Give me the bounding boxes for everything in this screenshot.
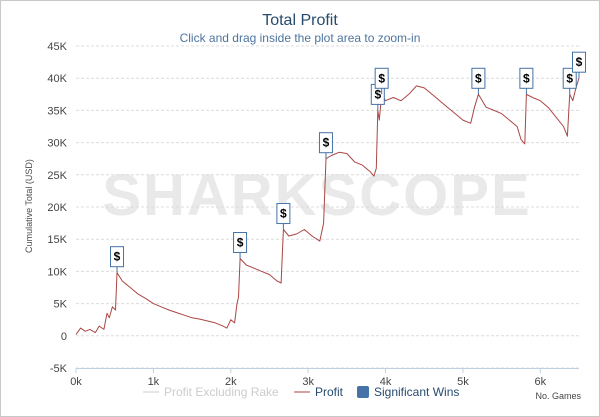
flag-box <box>233 232 248 254</box>
y-tick-label: 40K <box>47 73 67 85</box>
significant-win-flag[interactable]: $ <box>110 246 125 273</box>
y-tick-label: 10K <box>47 266 67 278</box>
legend[interactable]: Profit Excluding Rake Profit Significant W… <box>143 385 459 399</box>
flag-box <box>374 67 389 89</box>
flag-box <box>519 67 534 89</box>
legend-label: Profit Excluding Rake <box>164 385 279 399</box>
significant-win-flag[interactable]: $ <box>374 67 389 95</box>
watermark: SHARKSCOPE <box>102 163 531 228</box>
y-tick-label: 5K <box>54 299 68 311</box>
flag-box <box>276 203 291 225</box>
flag-box <box>471 67 486 89</box>
significant-win-flag[interactable]: $ <box>562 67 577 95</box>
series-area[interactable] <box>75 78 580 335</box>
y-tick-label: 35K <box>47 105 67 117</box>
flag-box <box>572 51 586 73</box>
significant-win-flag[interactable]: $ <box>233 232 248 259</box>
flag-label: $ <box>280 207 287 221</box>
axes: -5K 0 5K 10K 15K 20K 25K 30K 35K 40K 45K 0k 1k 2k 3k 4k… <box>47 41 579 388</box>
significant-win-flag[interactable]: $ <box>276 203 291 230</box>
chart-title: Total Profit <box>262 12 338 29</box>
y-tick-label: 15K <box>47 234 67 246</box>
flag-box <box>562 67 577 89</box>
x-tick-label: 6k <box>534 376 546 388</box>
flag-label: $ <box>323 136 330 150</box>
y-tick-label: 20K <box>47 202 67 214</box>
x-tick-label: 2k <box>225 376 237 388</box>
flag-label: $ <box>374 87 381 101</box>
series-line-profit[interactable] <box>75 78 580 335</box>
significant-win-flag[interactable]: $ <box>471 67 486 95</box>
y-tick-label: -5K <box>50 363 68 375</box>
significant-win-flag[interactable]: $ <box>370 83 385 111</box>
y-tick-label: 0 <box>61 331 67 343</box>
x-tick-label: 5k <box>457 376 469 388</box>
legend-label: Profit <box>315 385 344 399</box>
grid <box>76 45 579 369</box>
flag-label: $ <box>523 71 530 85</box>
flag-label: $ <box>237 236 244 250</box>
y-tick-label: 30K <box>47 138 67 150</box>
y-tick-label: 25K <box>47 170 67 182</box>
flag-label: $ <box>475 71 482 85</box>
flag-label: $ <box>378 71 385 85</box>
legend-label: Significant Wins <box>374 385 459 399</box>
flag-label: $ <box>576 55 583 69</box>
x-axis-title: No. Games <box>535 391 581 401</box>
legend-item[interactable]: Profit <box>294 385 344 399</box>
flag-box <box>110 246 125 268</box>
legend-item[interactable]: Significant Wins <box>357 385 459 399</box>
y-tick-label: 45K <box>47 41 67 53</box>
chart-subtitle: Click and drag inside the plot area to z… <box>180 31 421 45</box>
legend-symbol-square <box>357 386 369 398</box>
x-tick-label: 0k <box>70 376 82 388</box>
legend-item[interactable]: Profit Excluding Rake <box>143 385 279 399</box>
y-axis-title: Cumulative Total (USD) <box>24 159 34 253</box>
significant-win-flag[interactable]: $ <box>318 132 333 159</box>
x-tick-label: 1k <box>148 376 160 388</box>
significant-wins-flags[interactable]: $$$$$$ $ $ $$ <box>110 51 586 273</box>
significant-win-flag[interactable]: $ <box>519 67 534 95</box>
flag-box <box>318 132 333 154</box>
watermark-text: SHARKSCOPE <box>102 163 531 228</box>
x-tick-label: 4k <box>380 376 392 388</box>
flag-label: $ <box>114 250 121 264</box>
significant-win-flag[interactable]: $ <box>572 51 586 79</box>
x-tick-label: 3k <box>302 376 314 388</box>
flag-label: $ <box>566 71 573 85</box>
